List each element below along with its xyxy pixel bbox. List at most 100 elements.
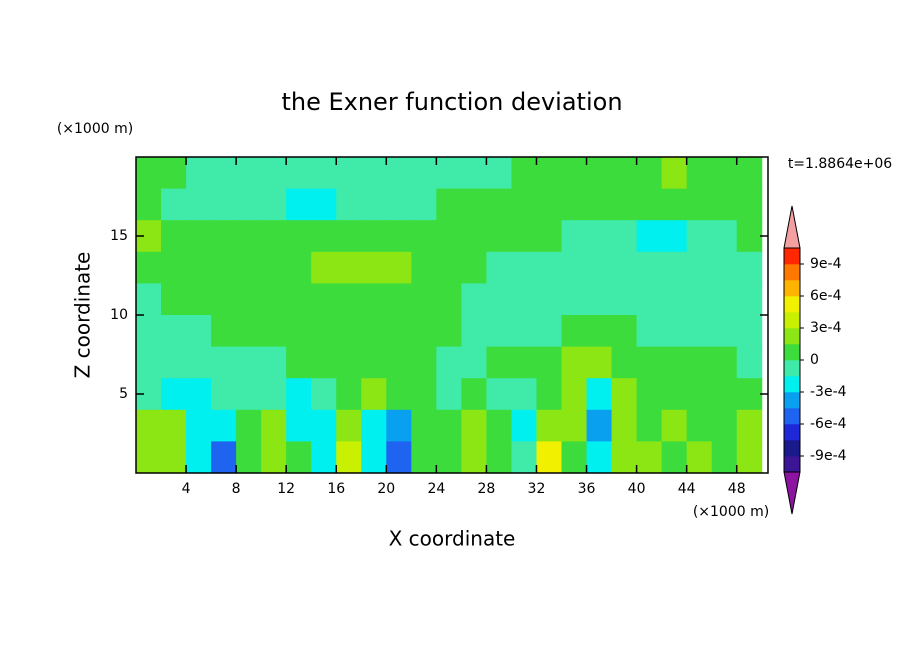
colorbar-band (784, 360, 800, 377)
contour-cell (486, 157, 512, 190)
contour-cell (511, 251, 537, 284)
contour-cell (311, 378, 337, 411)
contour-cell (661, 441, 688, 474)
colorbar-band (784, 376, 800, 393)
contour-cell (661, 409, 688, 442)
x-tick-label: 12 (277, 481, 295, 497)
contour-cell (636, 251, 663, 284)
contour-cell (136, 346, 162, 379)
x-tick-label: 8 (232, 481, 241, 497)
contour-cell (136, 157, 162, 190)
chart-title: the Exner function deviation (281, 88, 622, 116)
contour-cell (461, 409, 487, 442)
contour-cell (336, 251, 362, 284)
colorbar-tick-label: 3e-4 (810, 320, 842, 336)
colorbar-band (784, 424, 800, 441)
contour-cell (386, 157, 412, 190)
contour-cell (261, 251, 287, 284)
contour-cell (186, 346, 212, 379)
contour-cell (611, 283, 638, 316)
contour-cell (636, 378, 663, 411)
contour-cell (636, 157, 663, 190)
y-tick-label: 10 (110, 307, 128, 323)
contour-cell (261, 409, 287, 442)
contour-cell (736, 220, 763, 253)
contour-cell (561, 188, 588, 221)
contour-cell (561, 157, 588, 190)
contour-cell (586, 220, 613, 253)
x-tick-label: 48 (728, 481, 746, 497)
contour-cell (436, 283, 462, 316)
contour-cell (436, 409, 462, 442)
x-tick-label: 36 (578, 481, 596, 497)
contour-cell (511, 220, 537, 253)
contour-cell (186, 220, 212, 253)
contour-cell (211, 315, 237, 348)
contour-cell (711, 409, 738, 442)
contour-cell (236, 251, 262, 284)
contour-cell (311, 409, 337, 442)
colorbar: 9e-4 6e-4 3e-4 0 -3e-4 -6e-4 -9e-4 (783, 205, 847, 515)
contour-cell (561, 315, 588, 348)
contour-cell (311, 220, 337, 253)
contour-cell (436, 157, 462, 190)
contour-cell (611, 220, 638, 253)
contour-cell (161, 409, 187, 442)
contour-cell (536, 220, 563, 253)
contour-cell (611, 315, 638, 348)
contour-cell (461, 378, 487, 411)
y-axis-title: Z coordinate (71, 252, 95, 379)
x-tick-label: 28 (478, 481, 496, 497)
contour-cell (711, 283, 738, 316)
contour-cell (261, 346, 287, 379)
contour-cell (686, 441, 713, 474)
contour-cell (511, 188, 537, 221)
x-tick-label: 24 (427, 481, 445, 497)
contour-cell (311, 283, 337, 316)
contour-cell (286, 220, 312, 253)
contour-cell (411, 157, 437, 190)
contour-cell (386, 220, 412, 253)
y-tick-label: 5 (119, 386, 128, 402)
contour-cell (586, 378, 613, 411)
contour-cell (686, 409, 713, 442)
contour-cell (386, 378, 412, 411)
contour-cell (461, 220, 487, 253)
contour-cell (661, 378, 688, 411)
contour-cell (361, 283, 387, 316)
contour-cell (686, 346, 713, 379)
contour-cell (736, 251, 763, 284)
contour-cell (136, 251, 162, 284)
contour-cell (336, 220, 362, 253)
contour-cell (161, 441, 187, 474)
contour-cell (636, 315, 663, 348)
contour-cell (561, 441, 588, 474)
contour-cell (161, 157, 187, 190)
contour-cell (511, 441, 537, 474)
contour-cell (411, 378, 437, 411)
x-tick-label: 40 (628, 481, 646, 497)
contour-cell (461, 188, 487, 221)
contour-cell (336, 441, 362, 474)
contour-cell (411, 441, 437, 474)
contour-cell (486, 283, 512, 316)
contour-cell (161, 378, 187, 411)
contour-cell (311, 251, 337, 284)
contour-cell (311, 157, 337, 190)
contour-cell (736, 188, 763, 221)
contour-cell (311, 346, 337, 379)
colorbar-band (784, 392, 800, 409)
contour-cell (211, 346, 237, 379)
contour-cell (361, 441, 387, 474)
contour-cell (636, 441, 663, 474)
contour-cell (386, 251, 412, 284)
contour-cell (536, 346, 563, 379)
contour-cell (286, 378, 312, 411)
contour-cell (686, 315, 713, 348)
colorbar-band (784, 312, 800, 329)
x-tick-label: 4 (182, 481, 191, 497)
contour-cell (186, 157, 212, 190)
contour-cell (686, 283, 713, 316)
contour-cell (586, 283, 613, 316)
